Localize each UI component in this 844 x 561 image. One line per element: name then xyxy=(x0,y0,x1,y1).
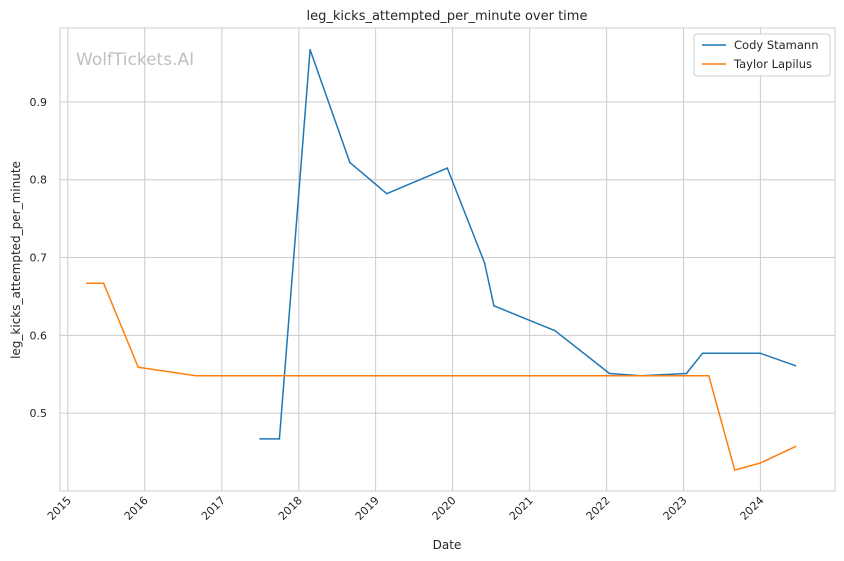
legend: Cody Stamann Taylor Lapilus xyxy=(693,33,831,77)
y-axis-label: leg_kicks_attempted_per_minute xyxy=(9,161,23,359)
legend-box xyxy=(693,33,831,77)
data-point-taylor-lapilus xyxy=(137,366,139,369)
y-tick-label: 0.9 xyxy=(30,96,48,109)
y-tick-label: 0.5 xyxy=(30,407,48,420)
data-point-cody-stamann xyxy=(446,167,449,169)
grid xyxy=(60,28,835,491)
data-point-taylor-lapilus xyxy=(794,445,797,448)
y-tick-label: 0.7 xyxy=(30,252,48,265)
data-point-taylor-lapilus xyxy=(733,469,736,471)
chart-title: leg_kicks_attempted_per_minute over time xyxy=(307,9,588,24)
data-point-cody-stamann xyxy=(701,352,704,355)
x-axis-label: Date xyxy=(433,538,462,552)
data-point-cody-stamann xyxy=(608,372,611,375)
data-point-taylor-lapilus xyxy=(759,462,762,464)
data-point-cody-stamann xyxy=(259,438,261,440)
legend-label-cody-stamann: Cody Stamann xyxy=(734,38,819,52)
data-point-cody-stamann xyxy=(493,305,495,307)
data-point-cody-stamann xyxy=(685,372,688,375)
data-point-cody-stamann xyxy=(554,329,556,332)
data-point-taylor-lapilus xyxy=(86,282,88,285)
data-point-cody-stamann xyxy=(483,262,486,264)
y-tick-label: 0.8 xyxy=(30,174,48,187)
data-point-cody-stamann xyxy=(349,161,351,164)
data-point-taylor-lapilus xyxy=(102,282,105,285)
series-line-taylor-lapilus xyxy=(86,282,796,471)
data-point-cody-stamann xyxy=(278,438,281,440)
y-tick-label: 0.6 xyxy=(30,329,48,342)
series-lines xyxy=(86,49,797,471)
data-point-cody-stamann xyxy=(794,364,797,367)
data-point-cody-stamann xyxy=(759,352,762,355)
plot-area-frame xyxy=(59,27,836,492)
data-point-taylor-lapilus xyxy=(708,375,710,377)
watermark: WolfTickets.AI xyxy=(76,50,194,70)
data-point-taylor-lapilus xyxy=(195,375,197,377)
data-point-cody-stamann xyxy=(309,49,311,51)
legend-label-taylor-lapilus: Taylor Lapilus xyxy=(733,57,812,71)
data-point-cody-stamann xyxy=(386,192,388,195)
